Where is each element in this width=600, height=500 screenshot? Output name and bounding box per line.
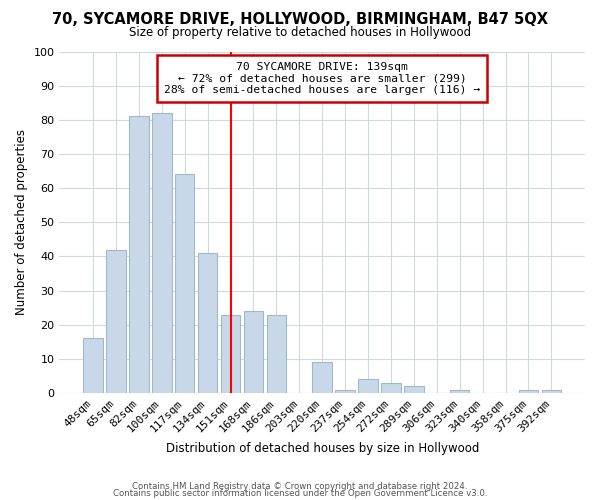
Bar: [266, 314, 286, 393]
Text: 70 SYCAMORE DRIVE: 139sqm
← 72% of detached houses are smaller (299)
28% of semi: 70 SYCAMORE DRIVE: 139sqm ← 72% of detac…: [164, 62, 481, 95]
Bar: [335, 390, 355, 393]
Bar: [519, 390, 538, 393]
Bar: [358, 380, 378, 393]
Bar: [244, 311, 263, 393]
Text: Contains HM Land Registry data © Crown copyright and database right 2024.: Contains HM Land Registry data © Crown c…: [132, 482, 468, 491]
Y-axis label: Number of detached properties: Number of detached properties: [15, 130, 28, 316]
Text: 70, SYCAMORE DRIVE, HOLLYWOOD, BIRMINGHAM, B47 5QX: 70, SYCAMORE DRIVE, HOLLYWOOD, BIRMINGHA…: [52, 12, 548, 28]
Text: Contains public sector information licensed under the Open Government Licence v3: Contains public sector information licen…: [113, 490, 487, 498]
Bar: [404, 386, 424, 393]
Bar: [175, 174, 194, 393]
Bar: [152, 113, 172, 393]
Bar: [221, 314, 240, 393]
Bar: [313, 362, 332, 393]
Bar: [198, 253, 217, 393]
Bar: [450, 390, 469, 393]
Bar: [129, 116, 149, 393]
Bar: [106, 250, 126, 393]
Text: Size of property relative to detached houses in Hollywood: Size of property relative to detached ho…: [129, 26, 471, 39]
Bar: [542, 390, 561, 393]
Bar: [83, 338, 103, 393]
Bar: [381, 383, 401, 393]
X-axis label: Distribution of detached houses by size in Hollywood: Distribution of detached houses by size …: [166, 442, 479, 455]
